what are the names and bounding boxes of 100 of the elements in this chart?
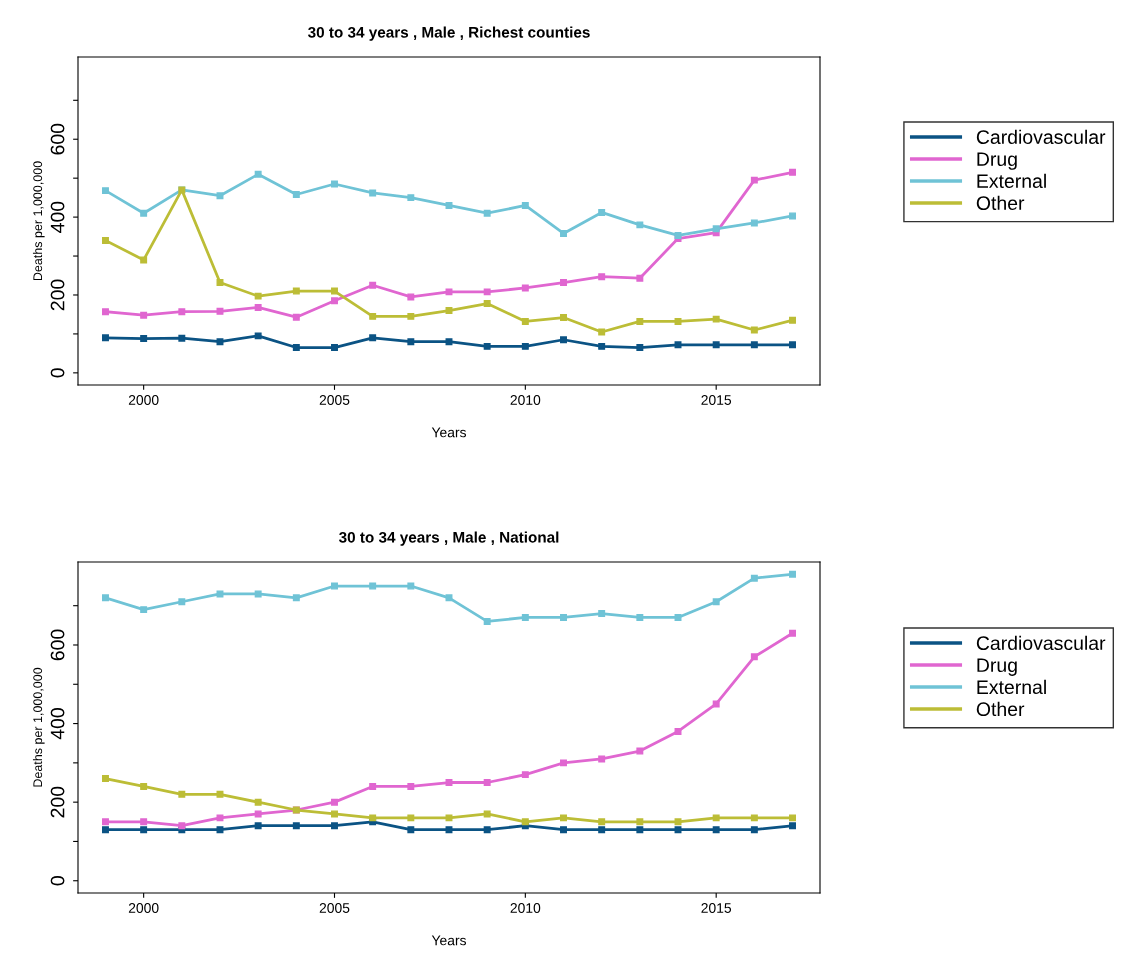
point: [369, 312, 377, 320]
point: [750, 341, 758, 349]
point: [483, 288, 491, 296]
point: [789, 822, 796, 830]
point: [521, 342, 529, 350]
point: [369, 782, 377, 790]
point: [178, 308, 186, 316]
point: [292, 313, 300, 321]
point: [102, 826, 109, 834]
point: [140, 335, 148, 343]
x-tick-label: 2005: [319, 903, 350, 913]
point: [712, 315, 720, 323]
point: [712, 598, 720, 606]
point: [560, 814, 567, 822]
point: [369, 281, 377, 289]
point: [140, 606, 148, 614]
point: [178, 334, 186, 342]
point: [636, 221, 644, 229]
point: [483, 810, 491, 818]
chart-title: 30 to 34 years , Male , Richest counties: [307, 26, 590, 41]
point: [712, 826, 720, 834]
point: [789, 168, 796, 176]
x-tick-label: 2000: [128, 903, 159, 913]
x-tick-label: 2000: [128, 395, 159, 405]
legend-label: Cardiovascular: [976, 635, 1106, 651]
point: [407, 338, 415, 346]
point: [292, 594, 300, 602]
point: [102, 775, 109, 783]
point: [216, 279, 224, 286]
y-axis-title: Deaths per 1,000,000: [32, 161, 45, 281]
point: [102, 818, 109, 826]
point: [636, 317, 644, 325]
point: [254, 590, 262, 598]
y-tick-label: 200: [50, 279, 65, 311]
point: [560, 336, 567, 344]
point: [445, 779, 453, 786]
point: [292, 287, 300, 295]
point: [598, 826, 606, 834]
point: [445, 814, 453, 822]
point: [407, 814, 415, 822]
point: [560, 314, 567, 322]
point: [407, 582, 415, 590]
point: [331, 582, 338, 590]
point: [254, 822, 262, 830]
point: [598, 342, 606, 350]
point: [407, 293, 415, 301]
point: [789, 316, 796, 324]
legend-label: Other: [976, 195, 1025, 211]
legend-label: Cardiovascular: [976, 129, 1106, 144]
point: [598, 273, 606, 281]
y-tick-label: 0: [50, 368, 65, 378]
point: [254, 810, 262, 818]
point: [140, 209, 148, 217]
point: [216, 814, 224, 822]
point: [674, 826, 682, 834]
y-axis-title: Deaths per 1,000,000: [32, 667, 45, 787]
point: [216, 307, 224, 315]
point: [407, 826, 415, 834]
point: [483, 342, 491, 350]
point: [292, 191, 300, 198]
point: [445, 307, 453, 315]
point: [445, 826, 453, 834]
legend-label: External: [977, 173, 1046, 189]
point: [216, 338, 224, 346]
point: [674, 317, 682, 325]
point: [636, 344, 644, 352]
point: [254, 292, 262, 300]
point: [521, 201, 529, 209]
point: [750, 814, 758, 822]
point: [674, 614, 682, 621]
point: [483, 617, 491, 625]
point: [750, 574, 758, 582]
point: [178, 822, 186, 830]
point: [560, 759, 567, 767]
legend-label: External: [977, 679, 1046, 695]
point: [560, 279, 567, 286]
point: [102, 187, 109, 195]
point: [483, 300, 491, 308]
point: [102, 594, 109, 602]
point: [254, 332, 262, 340]
point: [560, 229, 567, 237]
point: [598, 755, 606, 763]
point: [750, 653, 758, 661]
point: [369, 814, 377, 822]
point: [712, 700, 720, 708]
point: [674, 818, 682, 826]
point: [674, 341, 682, 349]
point: [216, 790, 224, 798]
point: [140, 256, 148, 264]
point: [789, 629, 796, 637]
point: [140, 782, 148, 790]
point: [712, 225, 720, 233]
x-axis-title: Years: [431, 427, 467, 438]
point: [254, 303, 262, 311]
point: [102, 334, 109, 342]
point: [750, 176, 758, 184]
point: [407, 312, 415, 320]
point: [521, 317, 529, 325]
x-axis-title: Years: [431, 935, 467, 946]
point: [369, 582, 377, 590]
